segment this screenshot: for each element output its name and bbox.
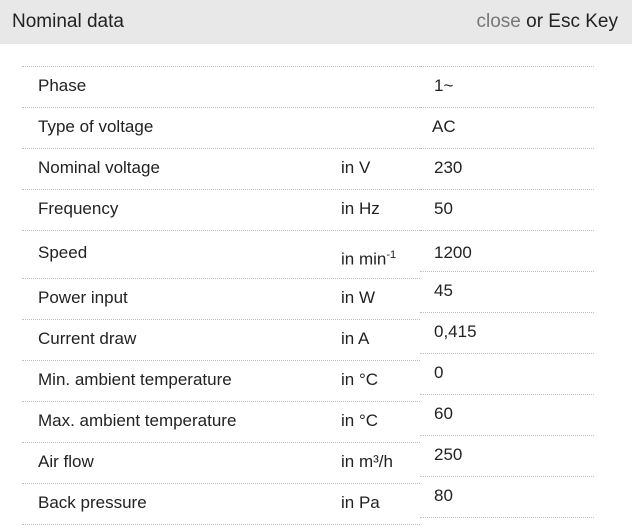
row-label: Speed	[38, 243, 88, 262]
row-divider	[22, 401, 420, 402]
row-label: Max. ambient temperature	[38, 410, 237, 430]
row-divider	[22, 360, 420, 361]
row-divider	[22, 107, 420, 108]
row-divider	[22, 524, 420, 525]
row-label: Back pressure	[38, 492, 147, 512]
row-divider	[22, 483, 420, 484]
row-value: 250	[434, 445, 463, 464]
row-divider	[420, 189, 594, 190]
row-label: Phase	[38, 75, 87, 95]
close-hint-suffix: or Esc Key	[520, 11, 618, 32]
row-divider	[420, 435, 594, 436]
dialog-title: Nominal data	[12, 11, 124, 32]
row-unit: in W	[341, 287, 375, 307]
row-divider	[420, 394, 594, 395]
row-value: 1~	[434, 75, 454, 95]
row-unit: in A	[341, 328, 370, 348]
row-divider	[420, 312, 594, 313]
row-label: Min. ambient temperature	[38, 369, 232, 389]
row-divider	[22, 230, 420, 231]
row-unit: in V	[341, 157, 371, 177]
row-label: Power input	[38, 287, 128, 307]
row-value: 230	[434, 157, 463, 177]
row-label: Current draw	[38, 328, 137, 348]
row-divider	[22, 319, 420, 320]
row-divider	[420, 353, 594, 354]
unit-superscript: -1	[386, 249, 397, 261]
row-unit: in °C	[341, 369, 379, 389]
row-value: 45	[434, 281, 453, 300]
close-link[interactable]: close	[476, 11, 521, 32]
row-value: 60	[434, 404, 453, 423]
row-value: AC	[432, 116, 456, 136]
row-label: Type of voltage	[38, 116, 154, 136]
row-value: 80	[434, 486, 453, 505]
row-value: 0,415	[434, 322, 477, 341]
close-hint: close or Esc Key	[476, 11, 618, 33]
row-divider	[22, 148, 420, 149]
row-label: Air flow	[38, 451, 94, 471]
row-divider	[22, 189, 420, 190]
row-unit: in °C	[341, 410, 379, 430]
row-value: 50	[434, 198, 453, 218]
row-divider	[420, 148, 594, 149]
row-divider	[420, 517, 594, 518]
row-unit: in Hz	[341, 198, 380, 218]
row-divider	[22, 66, 420, 67]
row-divider	[22, 442, 420, 443]
row-unit: in Pa	[341, 492, 380, 512]
row-value: 1200	[434, 243, 472, 262]
row-divider	[420, 107, 594, 108]
row-unit: in min-1	[341, 249, 397, 269]
row-divider	[420, 66, 594, 67]
dialog-header: Nominal data close or Esc Key	[0, 0, 632, 44]
row-unit: in m³/h	[341, 451, 393, 471]
row-divider	[420, 476, 594, 477]
row-divider	[22, 278, 420, 279]
row-label: Nominal voltage	[38, 157, 160, 177]
row-label: Frequency	[38, 198, 119, 218]
row-divider	[420, 271, 594, 272]
row-divider	[420, 230, 594, 231]
row-value: 0	[434, 363, 444, 382]
